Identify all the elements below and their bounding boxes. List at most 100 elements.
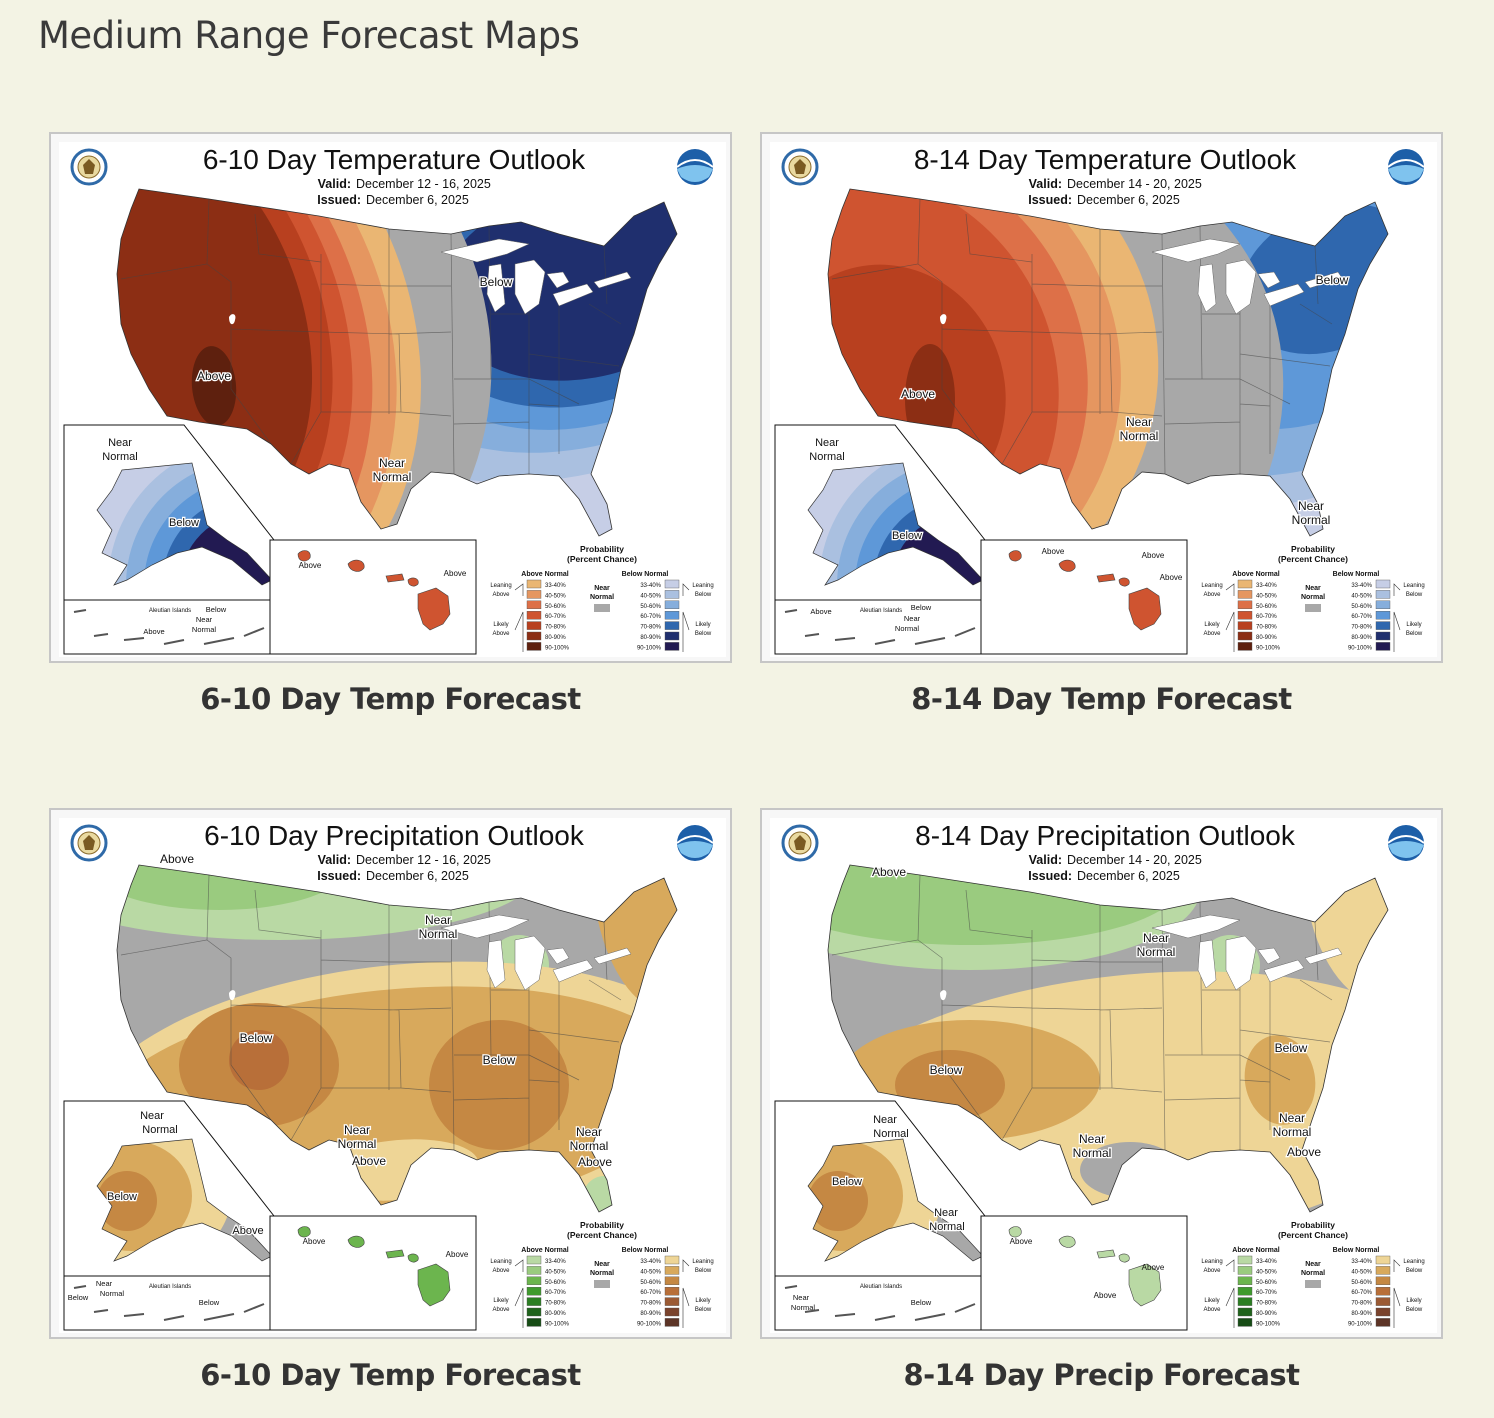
region-label: Below bbox=[483, 1053, 516, 1067]
legend-range-label: 33-40% bbox=[1256, 1259, 1277, 1265]
outlook-map[interactable]: 6-10 Day Precipitation Outlook Valid: Dece… bbox=[59, 818, 726, 1333]
legend-range-label: 33-40% bbox=[545, 1259, 566, 1265]
legend-above-normal: Above Normal bbox=[521, 1247, 569, 1254]
issued-date: December 6, 2025 bbox=[1077, 869, 1180, 883]
hawaii-inset[interactable]: Above Above bbox=[269, 1215, 477, 1331]
forecast-region bbox=[191, 346, 237, 426]
legend-range-label: 80-90% bbox=[640, 635, 661, 641]
legend-swatch bbox=[526, 1276, 542, 1285]
legend: Probability(Percent Chance) Above Normal B… bbox=[1201, 1220, 1425, 1328]
aleutian-label: Below bbox=[911, 1298, 932, 1307]
legend-swatch bbox=[664, 610, 680, 620]
aleutian-islands-label: Aleutian Islands bbox=[149, 608, 191, 614]
region-label: Above bbox=[872, 865, 906, 879]
legend-range-label: 70-80% bbox=[545, 1301, 566, 1307]
aleutian-label: Below bbox=[68, 1293, 89, 1302]
legend-swatch-near-normal bbox=[1305, 1280, 1321, 1288]
valid-label: Valid: bbox=[1029, 853, 1062, 867]
legend-swatch bbox=[1237, 642, 1253, 651]
hawaii-label: Above bbox=[299, 561, 322, 570]
state-borders bbox=[831, 198, 1333, 475]
commerce-seal-icon[interactable] bbox=[781, 148, 819, 186]
legend-swatch bbox=[1237, 1286, 1253, 1296]
region-label: Below bbox=[1275, 1041, 1308, 1055]
legend-swatch bbox=[1237, 579, 1253, 589]
legend-swatch bbox=[526, 642, 542, 651]
noaa-logo[interactable] bbox=[676, 149, 714, 185]
outlook-map[interactable]: 8-14 Day Precipitation Outlook Valid: Dece… bbox=[770, 818, 1437, 1333]
map-title: 6-10 Day Precipitation Outlook bbox=[204, 820, 585, 851]
outlook-map[interactable]: 6-10 Day Temperature Outlook Valid: Decemb… bbox=[59, 142, 726, 657]
valid-label: Valid: bbox=[1029, 177, 1062, 191]
noaa-logo[interactable] bbox=[676, 825, 714, 861]
hawaii-label: Above bbox=[1010, 1237, 1033, 1246]
region-label: Near bbox=[1279, 1111, 1305, 1125]
conus-outline bbox=[827, 864, 1389, 1213]
legend-normal: Normal bbox=[590, 594, 614, 601]
page-title: Medium Range Forecast Maps bbox=[38, 14, 580, 57]
region-label: Normal bbox=[1120, 429, 1159, 443]
conus-outline bbox=[116, 864, 678, 1213]
legend-swatch bbox=[1375, 600, 1391, 609]
hawaii-inset[interactable]: Above Above Above bbox=[980, 1215, 1188, 1331]
region-label: Normal bbox=[1073, 1146, 1112, 1160]
legend-range-label: 70-80% bbox=[1256, 625, 1277, 631]
commerce-seal-icon[interactable] bbox=[781, 824, 819, 862]
alaska-inset[interactable]: Near Normal Below Above bbox=[59, 1100, 275, 1277]
map-caption[interactable]: 6-10 Day Temp Forecast bbox=[200, 682, 581, 716]
alaska-label: Near bbox=[140, 1110, 164, 1122]
legend-above-normal: Above Normal bbox=[1232, 571, 1280, 578]
noaa-logo[interactable] bbox=[1387, 825, 1425, 861]
map-caption[interactable]: 6-10 Day Temp Forecast bbox=[200, 1358, 581, 1392]
hawaii-islands bbox=[1008, 550, 1162, 631]
legend-range-label: 80-90% bbox=[545, 1311, 566, 1317]
legend-above-normal: Above Normal bbox=[1232, 1247, 1280, 1254]
legend-range-label: 60-70% bbox=[640, 1290, 661, 1296]
forecast-region bbox=[117, 865, 349, 910]
legend-range-label: 33-40% bbox=[1256, 583, 1277, 589]
issued-date: December 6, 2025 bbox=[1077, 193, 1180, 207]
commerce-seal-icon[interactable] bbox=[70, 148, 108, 186]
region-label: Below bbox=[240, 1031, 273, 1045]
legend-near: Near bbox=[594, 585, 610, 592]
region-label: Near bbox=[576, 1125, 602, 1139]
region-label: Above bbox=[1287, 1145, 1321, 1159]
legend-range-label: 33-40% bbox=[640, 1259, 661, 1265]
legend-likely: Likely bbox=[695, 622, 710, 628]
legend-range-label: 40-50% bbox=[545, 1269, 566, 1275]
legend-title: Probability bbox=[1291, 1220, 1335, 1230]
noaa-logo[interactable] bbox=[1387, 149, 1425, 185]
alaska-inset[interactable]: Near Normal Below Near Normal bbox=[770, 1100, 986, 1277]
legend-swatch bbox=[1237, 621, 1253, 630]
forecast-region bbox=[429, 1020, 569, 1150]
legend-range-label: 90-100% bbox=[545, 645, 570, 651]
salt-lake bbox=[940, 990, 947, 1001]
hawaii-inset[interactable]: Above Above Above bbox=[980, 539, 1188, 655]
legend-swatch bbox=[1237, 600, 1253, 609]
hawaii-label: Above bbox=[446, 1250, 469, 1259]
commerce-seal-icon[interactable] bbox=[70, 824, 108, 862]
hawaii-inset[interactable]: Above Above bbox=[269, 539, 477, 655]
legend-range-label: 50-60% bbox=[640, 604, 661, 610]
legend-swatch bbox=[526, 1297, 542, 1306]
legend-swatch bbox=[664, 1266, 680, 1275]
valid-dates: December 12 - 16, 2025 bbox=[356, 177, 491, 191]
legend-title: Probability bbox=[580, 1220, 624, 1230]
legend-range-label: 50-60% bbox=[1351, 1280, 1372, 1286]
legend-swatch bbox=[526, 621, 542, 630]
outlook-map[interactable]: 8-14 Day Temperature Outlook Valid: Decemb… bbox=[770, 142, 1437, 657]
legend-swatch bbox=[1237, 590, 1253, 599]
legend-range-label: 70-80% bbox=[640, 625, 661, 631]
legend-swatch bbox=[1237, 631, 1253, 641]
legend-near: Near bbox=[1305, 585, 1321, 592]
map-title: 8-14 Day Temperature Outlook bbox=[914, 144, 1297, 175]
issued-label: Issued: bbox=[1028, 193, 1072, 207]
alaska-label: Below bbox=[892, 530, 922, 542]
map-title: 6-10 Day Temperature Outlook bbox=[203, 144, 586, 175]
map-caption[interactable]: 8-14 Day Temp Forecast bbox=[911, 682, 1292, 716]
map-caption[interactable]: 8-14 Day Precip Forecast bbox=[903, 1358, 1300, 1392]
legend-below: Below bbox=[1406, 592, 1423, 598]
legend-leaning: Leaning bbox=[1403, 583, 1424, 589]
